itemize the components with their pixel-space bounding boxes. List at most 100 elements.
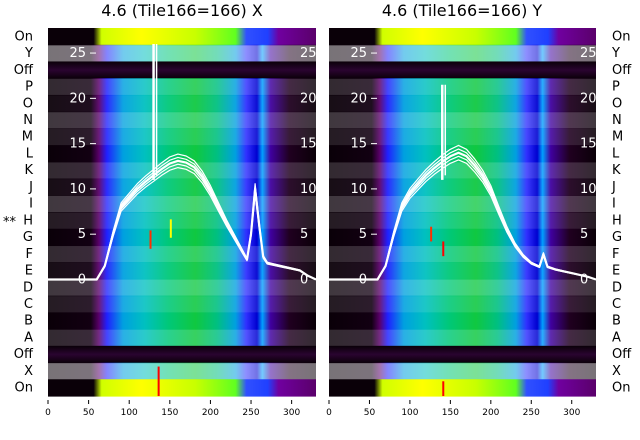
heatmap-row [48, 228, 316, 247]
heatmap-row [48, 212, 316, 230]
heatmap-row [48, 61, 316, 79]
row-label-left: Y [24, 46, 33, 61]
row-label-left: E [25, 264, 33, 279]
heatmap-row [48, 195, 316, 213]
row-label-left: H [23, 213, 33, 228]
overlay-y-tick-label-right: 20 [300, 91, 317, 106]
hot-stripe [442, 381, 445, 396]
heatmap-cells [329, 28, 596, 397]
row-label-left: I [29, 197, 33, 212]
row-label-right: P [612, 80, 620, 95]
row-label-right: X [612, 364, 621, 379]
row-label-right: On [612, 29, 630, 44]
heatmap-row [329, 295, 596, 313]
hot-stripe [149, 230, 152, 249]
heatmap-row [329, 212, 596, 230]
heatmap-row [329, 312, 596, 330]
heatmap-row [329, 128, 596, 146]
heatmap-row [329, 111, 596, 129]
row-label-right: I [612, 197, 616, 212]
row-label-right: Off [612, 63, 632, 78]
row-label-right: D [612, 280, 622, 295]
overlay-line [329, 144, 597, 281]
hot-stripe [157, 366, 160, 396]
overlay-y-tick-label-right: 0 [300, 272, 308, 287]
overlay-y-tick-label: 15 [350, 137, 367, 152]
heatmap-row [48, 178, 316, 196]
x-tick-label: 100 [401, 408, 418, 418]
row-label-left: P [25, 80, 33, 95]
hot-stripe [169, 219, 172, 238]
heatmap-row [48, 379, 316, 397]
x-tick-label: 150 [442, 408, 459, 418]
overlay-y-tick-label-right: 25 [580, 46, 597, 61]
row-label-right: H [612, 213, 622, 228]
row-label-left: Off [14, 347, 34, 362]
overlay-y-tick-label: 15 [69, 137, 86, 152]
overlay-y-tick-label: 0 [78, 272, 86, 287]
heatmap-row [48, 312, 316, 330]
row-marker-text: ** [3, 215, 17, 230]
overlay-y-tick-label: 5 [78, 227, 86, 242]
x-tick-label: 300 [563, 408, 580, 418]
heatmap-panel-x: 4.6 (Tile166=166) X 0 0 5 5 10 10 15 15 20 20 25 25… [45, 1, 316, 418]
heatmap-row [48, 111, 316, 129]
row-label-left: X [24, 364, 33, 379]
overlay-y-tick-label-right: 15 [300, 137, 317, 152]
row-label-right: K [612, 163, 621, 178]
heatmap-row [48, 295, 316, 313]
row-label-left: M [22, 130, 33, 145]
heatmap-row [329, 44, 596, 63]
overlay-y-tick-label: 25 [69, 46, 86, 61]
row-label-left: C [24, 297, 33, 312]
x-tick-label: 150 [161, 408, 178, 418]
overlay-y-tick-label: 5 [359, 227, 367, 242]
x-tick-label: 0 [326, 408, 332, 418]
row-label-left: F [26, 247, 33, 262]
row-label-left: Off [14, 63, 34, 78]
heatmap-row [329, 329, 596, 347]
overlay-y-tick-label: 20 [350, 91, 367, 106]
overlay-y-tick-label-right: 10 [580, 182, 597, 197]
x-tick-label: 200 [482, 408, 499, 418]
overlay-y-tick-label: 0 [359, 272, 367, 287]
row-label-right: F [612, 247, 619, 262]
row-label-left: On [15, 381, 33, 396]
row-label-left: L [26, 146, 34, 161]
heatmap-row [48, 145, 316, 163]
overlay-curves [48, 44, 317, 281]
heatmap-row [48, 128, 316, 146]
heatmap-row [48, 28, 316, 46]
row-label-left: K [24, 163, 33, 178]
row-label-right: E [612, 264, 620, 279]
heatmap-row [48, 78, 316, 96]
hot-stripe [430, 226, 433, 242]
row-label-left: O [23, 96, 33, 111]
heatmap-row [48, 362, 316, 380]
x-tick-label: 50 [364, 408, 376, 418]
heatmap-row [48, 345, 316, 364]
heatmap-row [48, 94, 316, 113]
heatmap-row [48, 161, 316, 180]
heatmap-row [48, 44, 316, 63]
x-tick-label: 250 [242, 408, 259, 418]
heatmap-row [329, 195, 596, 213]
row-label-right: Off [612, 347, 632, 362]
overlay-curves [329, 84, 597, 281]
row-label-left: A [24, 330, 33, 345]
heatmap-row [329, 345, 596, 364]
heatmap-row [48, 245, 316, 263]
x-tick-label: 200 [202, 408, 219, 418]
row-label-right: B [612, 314, 621, 329]
overlay-line [329, 159, 597, 281]
row-label-right: N [612, 113, 622, 128]
heatmap-row [329, 28, 596, 46]
overlay-y-tick-label-right: 5 [580, 227, 588, 242]
panel-title-y: 4.6 (Tile166=166) Y [382, 1, 543, 20]
row-label-left: J [28, 180, 33, 195]
overlay-y-tick-label: 20 [69, 91, 86, 106]
heatmap-cells [48, 28, 316, 397]
x-tick-label: 250 [523, 408, 540, 418]
